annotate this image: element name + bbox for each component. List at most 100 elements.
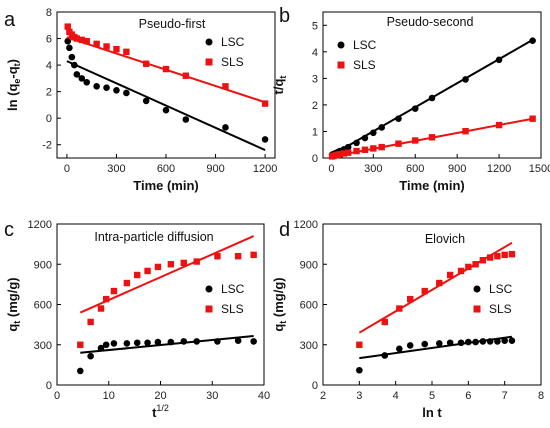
data-point [370,145,377,152]
data-point [421,287,428,295]
data-point [406,342,414,349]
y-tick-label: 4 [46,60,52,72]
chart-title: Elovich [425,232,465,246]
y-tick-label: 8 [46,7,52,19]
data-point [78,36,85,44]
plot-frame [56,11,276,159]
data-point [395,115,402,123]
legend: LSC SLS [205,35,245,69]
legend-label: LSC [221,282,245,296]
x-axis-label: Time (min) [399,178,465,193]
panel-letter: a [4,9,16,31]
y-tick-label: 2 [312,100,318,112]
data-point [134,271,141,279]
y-tick-label: 4 [312,47,318,59]
legend-label: LSC [221,35,245,49]
x-tick-label: 1200 [487,163,511,175]
data-point [87,352,94,360]
x-tick-label: 0 [328,163,334,175]
chart-panel-d: 2 3 4 5 6 7 8 0 300 600 900 1200 d Elovich ln t qt (mg/… [271,219,544,420]
y-tick-label: 0 [312,380,318,392]
x-axis-label: ln t [422,405,442,420]
data-point [83,79,91,86]
y-axis-label: ln (qe-qt) [5,59,22,111]
data-point [356,366,363,374]
data-point [64,23,71,30]
data-point [428,94,436,102]
data-point [353,139,360,147]
data-point [494,253,501,260]
data-point [123,340,131,347]
data-point [340,150,348,157]
data-point [97,344,105,352]
data-point [214,338,221,345]
data-point [495,56,503,64]
data-point [378,124,385,131]
legend-marker [205,285,213,293]
data-point [250,338,257,345]
y-tick-label: 1200 [28,219,52,231]
data-point [261,100,269,107]
data-point [457,339,465,347]
data-point [167,261,175,268]
series-SLS [356,241,516,348]
series-SLS [64,23,269,107]
data-point [123,279,131,287]
data-point [142,60,150,67]
chart-title: Pseudo-first [139,17,206,31]
legend: LSC SLS [337,38,377,72]
data-point [110,287,118,295]
x-tick-label: 20 [154,390,166,402]
y-label-main: q [271,324,286,332]
plot-frame [322,11,542,159]
data-point [180,259,187,267]
data-point [214,253,221,260]
data-point [495,121,503,129]
data-point [103,43,110,50]
data-point [83,38,90,45]
data-point [222,124,229,131]
x-tick-label: 3 [356,390,362,402]
data-point [64,37,72,45]
y-tick-label: 600 [34,300,52,312]
data-point [421,340,429,348]
data-point [446,339,454,347]
y-axis-label: t/qt [271,76,288,95]
data-point [435,340,443,347]
data-point [193,338,201,345]
legend-marker [205,58,213,66]
data-point [396,305,403,312]
x-tick-label: 4 [393,390,399,402]
data-point [462,76,469,83]
legend-marker [473,285,481,293]
legend-marker [337,61,345,69]
data-point [102,341,110,349]
data-point [529,37,536,44]
data-point [93,40,100,48]
y-label-end: ) [5,59,20,63]
data-point [73,35,81,42]
series-LSC [64,37,269,151]
data-point [465,263,472,271]
data-point [66,44,73,52]
data-point [113,45,120,53]
y-tick-label: 300 [300,340,318,352]
data-point [361,134,369,142]
data-point [361,146,369,153]
data-point [222,83,229,90]
y-tick-label: 600 [300,300,318,312]
data-point [78,75,86,82]
y-label-main: q [5,324,20,332]
data-point [154,338,162,346]
x-axis-label: Time (min) [133,178,199,193]
data-point [462,127,469,135]
x-tick-label: 900 [448,163,466,175]
data-point [479,257,487,264]
y-label-mid: -q [5,66,20,78]
x-tick-label: 8 [538,390,544,402]
y-tick-label: 0 [312,153,318,165]
chart-title: Intra-particle diffusion [94,230,213,244]
data-point [162,65,170,73]
data-point [529,115,536,122]
panel-letter: d [279,219,290,241]
